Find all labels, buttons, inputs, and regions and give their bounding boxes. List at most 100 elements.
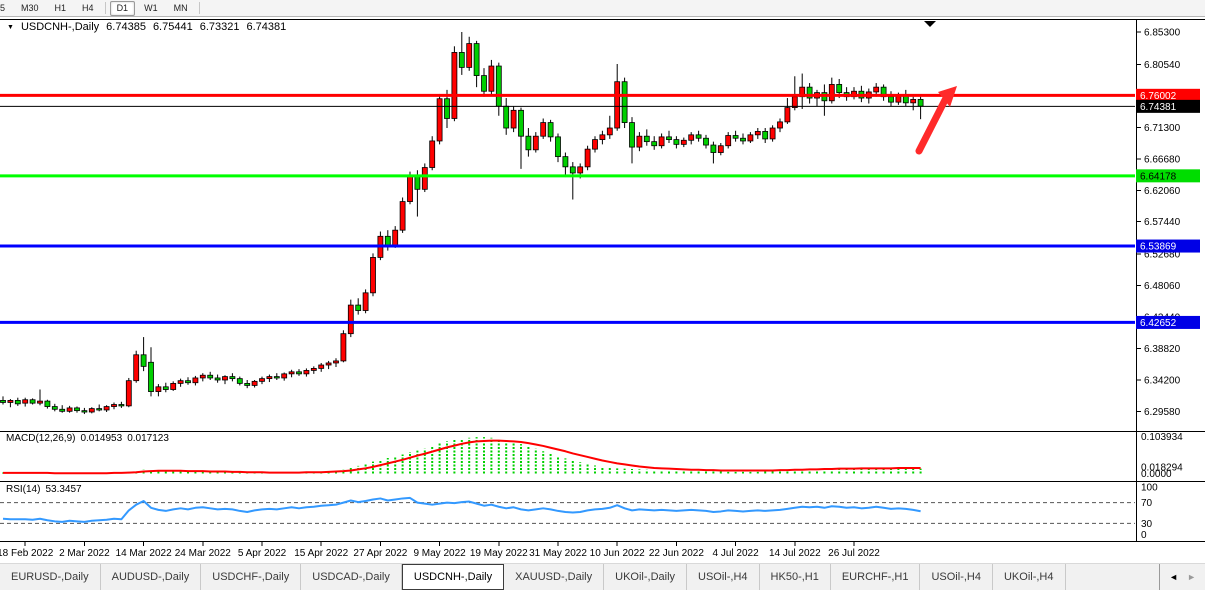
symbol-dropdown-icon[interactable]: ▼ (7, 23, 14, 31)
tab-scroll-left-icon[interactable]: ◄ (1169, 571, 1179, 582)
macd-axis-label: 0.0000 (1141, 469, 1172, 480)
quote-close: 6.74381 (246, 21, 287, 33)
candle-body (399, 201, 406, 231)
candle-body (629, 122, 635, 148)
chart-tab-usoil-h4[interactable]: USOil-,H4 (687, 564, 760, 590)
candle-body (473, 43, 480, 76)
price-line-badge-value: 6.74381 (1140, 102, 1177, 113)
candle-body (673, 139, 680, 145)
chart-title: USDCNH-,Daily (20, 21, 100, 33)
candle-body (695, 134, 702, 139)
timeframe-button-mn[interactable]: MN (173, 2, 188, 13)
candle-body (0, 400, 6, 403)
top-marker-icon[interactable] (924, 21, 936, 27)
candle-body (458, 52, 465, 68)
chart-tab-xauusd-daily[interactable]: XAUUSD-,Daily (504, 564, 605, 590)
candle-body (370, 257, 376, 294)
trend-arrow-head-icon[interactable] (938, 86, 957, 107)
candle-body (488, 65, 495, 92)
date-label: 31 May 2022 (529, 548, 587, 559)
timeframe-button-5[interactable]: 5 (0, 2, 6, 13)
trend-arrow-shaft[interactable] (915, 96, 949, 155)
candle-body (88, 408, 95, 413)
candle-body (562, 156, 569, 168)
timeframe-button-h4[interactable]: H4 (82, 2, 94, 13)
chart-tab-audusd-daily[interactable]: AUDUSD-,Daily (101, 564, 202, 590)
price-chart[interactable]: 6.85300 6.80540 6.71300 6.66680 6.62060 6.574… (0, 0, 1205, 563)
timeframe-button-w1[interactable]: W1 (144, 2, 158, 13)
candle-body (303, 370, 310, 375)
date-label: 14 Mar 2022 (116, 548, 173, 559)
toolbar-separator (104, 2, 106, 14)
chart-tab-eurchf-h1[interactable]: EURCHF-,H1 (831, 564, 921, 590)
price-line-badge (1136, 99, 1200, 113)
rsi-value: 53.3457 (45, 484, 82, 495)
timeframe-button-d1[interactable]: D1 (109, 0, 136, 16)
candle-body (66, 407, 73, 412)
candle-body (59, 408, 66, 412)
timeframe-button-h1[interactable]: H1 (54, 2, 67, 13)
candle-body (658, 136, 665, 147)
candle-body (14, 400, 21, 405)
price-axis-tick: 6.66680 (1144, 154, 1181, 165)
candle-body (836, 84, 843, 94)
candle-body (118, 404, 125, 407)
candle-body (784, 107, 791, 123)
candle-body (621, 81, 628, 123)
chart-tab-usdchf-daily[interactable]: USDCHF-,Daily (201, 564, 302, 590)
chart-tab-hk50-h1[interactable]: HK50-,H1 (760, 564, 831, 590)
candle-body (451, 52, 458, 119)
candle-body (296, 371, 302, 375)
chart-tab-usdcnh-daily[interactable]: USDCNH-,Daily (401, 564, 505, 590)
date-label: 2 Mar 2022 (59, 548, 110, 559)
candle-body (222, 376, 228, 381)
candle-body (229, 376, 236, 380)
candle-body (762, 131, 769, 140)
price-axis-tick: 6.85300 (1144, 28, 1181, 39)
candle-body (466, 43, 473, 68)
date-axis[interactable]: 18 Feb 2022 2 Mar 2022 14 Mar 2022 24 Mar 2… (0, 541, 880, 560)
price-axis-tick: 6.38820 (1144, 344, 1181, 355)
chart-tab-ukoil-daily[interactable]: UKOil-,Daily (604, 564, 688, 590)
macd-signal-value: 0.017123 (127, 433, 169, 444)
chart-tab-ukoil-h4[interactable]: UKOil-,H4 (993, 564, 1066, 590)
date-label: 19 May 2022 (470, 548, 528, 559)
price-axis[interactable]: 6.85300 6.80540 6.71300 6.66680 6.62060 6.574… (1136, 28, 1181, 418)
candle-body (207, 374, 214, 379)
date-label: 5 Apr 2022 (238, 548, 287, 559)
macd-signal-line (3, 439, 921, 475)
candle-body (747, 134, 754, 142)
price-axis-tick: 6.29580 (1144, 407, 1181, 418)
candle-body (392, 229, 399, 246)
candle-body (133, 354, 140, 382)
candle-body (140, 354, 147, 367)
candle-body (688, 134, 695, 141)
chart-tab-usdcad-daily[interactable]: USDCAD-,Daily (301, 564, 402, 590)
price-axis-tick: 6.52680 (1144, 250, 1181, 261)
candle-body (725, 135, 732, 147)
rsi-axis-label: 70 (1141, 498, 1153, 509)
candle-body (717, 145, 724, 153)
candle-body (421, 167, 428, 190)
candle-body (584, 148, 591, 168)
timeframe-button-m30[interactable]: M30 (21, 2, 39, 13)
candle-body (199, 374, 206, 379)
chart-tab-usoil-h4[interactable]: USOil-,H4 (920, 564, 993, 590)
candle-body (606, 127, 613, 136)
candle-body (828, 84, 835, 102)
tab-scroll-right-icon[interactable]: ► (1187, 571, 1196, 582)
candle-body (636, 135, 643, 148)
chart-tab-eurusd-daily[interactable]: EURUSD-,Daily (0, 564, 101, 590)
date-label: 18 Feb 2022 (0, 548, 54, 559)
candle-body (806, 86, 813, 99)
date-label: 24 Mar 2022 (175, 548, 232, 559)
candle-body (414, 175, 421, 190)
date-label: 22 Jun 2022 (649, 548, 704, 559)
candle-body (318, 364, 325, 369)
candle-body (288, 371, 295, 375)
candle-body (592, 139, 598, 150)
price-line-badge-value: 6.64178 (1140, 171, 1177, 182)
price-line-badge-value: 6.42652 (1140, 318, 1177, 329)
price-axis-tick: 6.48060 (1144, 281, 1181, 292)
candle-body (769, 127, 776, 140)
